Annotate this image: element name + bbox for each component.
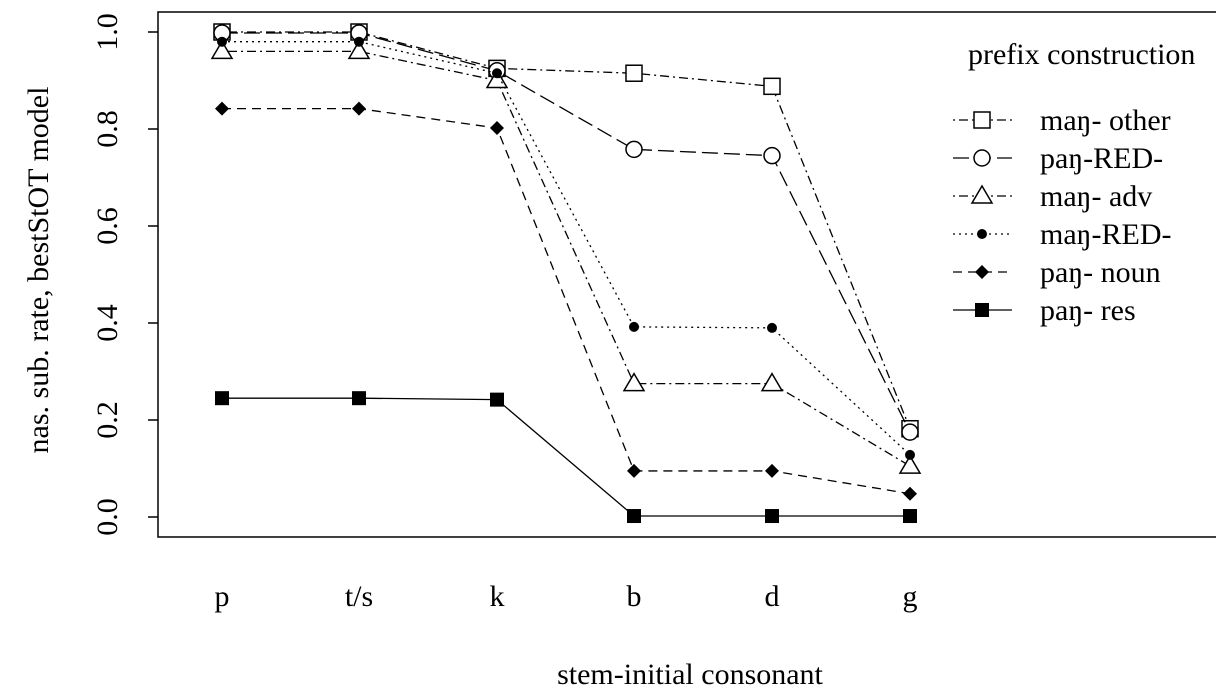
x-tick-label: p <box>215 580 230 613</box>
data-point <box>629 321 639 332</box>
legend-marker <box>977 229 987 239</box>
x-axis-label: stem-initial consonant <box>557 658 823 690</box>
legend-item: maŋ- adv <box>953 180 1152 213</box>
legend-label: maŋ- adv <box>1040 180 1152 213</box>
series-line <box>222 32 911 433</box>
legend-label: paŋ- noun <box>1040 256 1161 289</box>
plot-frame <box>157 11 1216 538</box>
data-point <box>217 36 227 47</box>
data-point <box>767 322 777 333</box>
legend-marker <box>975 303 989 317</box>
series-4 <box>215 101 917 501</box>
data-point <box>215 391 229 406</box>
data-point <box>625 140 643 159</box>
data-point <box>622 372 646 392</box>
series-line <box>222 41 911 456</box>
legend-item: paŋ-RED- <box>953 142 1163 175</box>
data-point <box>490 121 504 136</box>
data-point <box>903 486 917 501</box>
legend-title: prefix construction <box>968 38 1195 71</box>
data-point <box>625 64 643 82</box>
data-point <box>765 463 779 478</box>
series-line <box>222 31 911 429</box>
data-point <box>347 39 371 60</box>
legend-item: paŋ- noun <box>953 256 1161 289</box>
data-point <box>898 454 922 474</box>
series-line <box>222 50 911 467</box>
data-point <box>627 509 641 524</box>
x-tick-label: g <box>903 580 918 613</box>
legend-label: maŋ-RED- <box>1040 218 1171 251</box>
data-point <box>352 391 366 406</box>
data-point <box>492 68 502 79</box>
series-5 <box>215 391 917 524</box>
data-point <box>763 77 781 96</box>
series-0 <box>213 23 919 438</box>
x-tick-label: k <box>490 580 505 613</box>
legend-marker <box>973 149 991 167</box>
data-point <box>627 463 641 478</box>
y-tick-label: 0.0 <box>91 498 124 536</box>
y-tick-label: 0.8 <box>91 110 124 148</box>
legend-marker <box>975 265 989 279</box>
y-tick-label: 0.2 <box>91 401 124 439</box>
y-tick-label: 1.0 <box>91 13 124 51</box>
x-tick-label: d <box>765 580 780 613</box>
data-point <box>765 509 779 524</box>
data-point <box>354 36 364 47</box>
legend-label: maŋ- other <box>1040 104 1171 137</box>
legend-label: paŋ-RED- <box>1040 142 1163 175</box>
series-3 <box>217 36 915 460</box>
legend-marker <box>970 184 994 204</box>
y-tick-label: 0.4 <box>91 304 124 342</box>
data-point <box>760 372 784 392</box>
legend-marker <box>973 111 991 129</box>
legend-item: paŋ- res <box>953 294 1136 327</box>
data-point <box>905 449 915 460</box>
x-tick-label: b <box>627 580 642 613</box>
legend-label: paŋ- res <box>1040 294 1136 327</box>
series-2 <box>210 39 922 474</box>
data-point <box>215 101 229 116</box>
data-point <box>901 423 919 441</box>
series-line <box>222 397 910 517</box>
data-point <box>210 39 234 60</box>
series-line <box>222 107 911 495</box>
y-tick-label: 0.6 <box>91 207 124 245</box>
data-point <box>352 101 366 116</box>
data-point <box>903 509 917 524</box>
legend-item: maŋ- other <box>953 104 1171 137</box>
x-tick-label: t/s <box>345 580 373 613</box>
y-axis-label: nas. sub. rate, bestStOT model <box>22 87 55 454</box>
data-point <box>490 392 504 407</box>
data-point <box>763 146 781 165</box>
legend-item: maŋ-RED- <box>953 218 1171 251</box>
